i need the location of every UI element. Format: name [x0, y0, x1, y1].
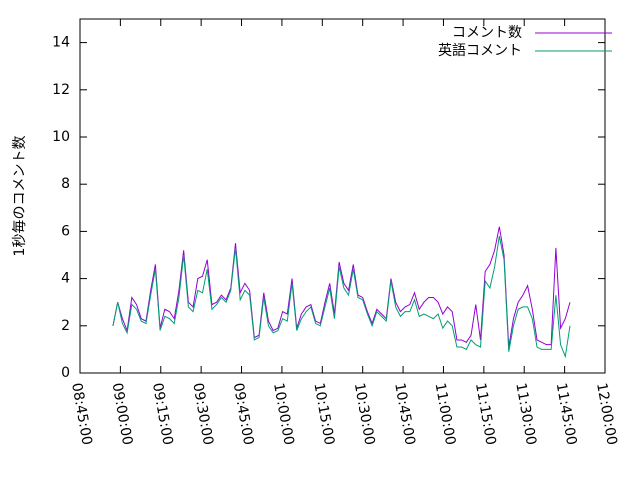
x-tick-label: 10:30:00: [351, 382, 378, 447]
plot-frame: [79, 18, 606, 374]
y-tick-label: 0: [61, 365, 70, 381]
y-tick-label: 14: [52, 35, 70, 51]
legend-label: 英語コメント: [438, 42, 522, 59]
x-tick-label: 12:00:00: [593, 382, 620, 447]
series-line: [112, 226, 571, 348]
x-tick-label: 11:45:00: [553, 382, 580, 447]
y-tick-label: 10: [52, 129, 70, 145]
legend-label: コメント数: [452, 25, 522, 41]
x-tick-label: 10:00:00: [270, 382, 297, 447]
y-axis-label: 1秒毎のコメント数: [12, 136, 28, 257]
x-tick-label: 08:45:00: [68, 382, 95, 447]
x-tick-label: 10:15:00: [310, 382, 337, 447]
series-line: [112, 236, 571, 359]
x-tick-label: 09:45:00: [230, 382, 257, 447]
x-tick-label: 10:45:00: [391, 382, 418, 447]
x-tick-label: 11:00:00: [432, 382, 459, 447]
x-tick-label: 09:30:00: [189, 382, 216, 447]
x-tick-label: 11:15:00: [472, 382, 499, 447]
y-tick-label: 4: [61, 271, 70, 287]
y-tick-label: 6: [61, 223, 70, 239]
x-tick-label: 09:00:00: [109, 382, 136, 447]
y-tick-label: 12: [52, 82, 70, 98]
y-tick-label: 2: [61, 318, 70, 334]
y-tick-label: 8: [61, 176, 70, 192]
x-tick-label: 11:30:00: [512, 382, 539, 447]
x-tick-label: 09:15:00: [149, 382, 176, 447]
